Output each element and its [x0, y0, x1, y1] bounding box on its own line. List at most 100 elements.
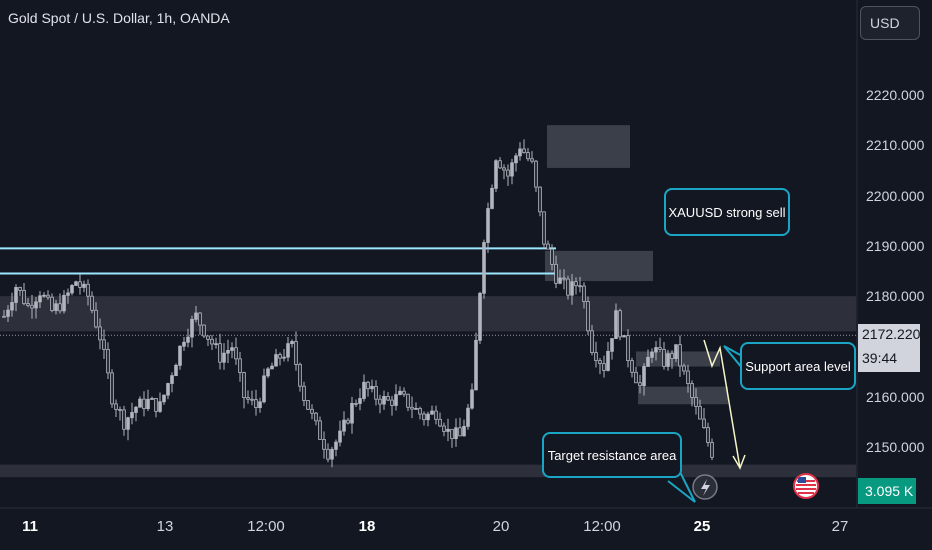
- candle-body: [110, 372, 114, 405]
- candle-body: [14, 287, 18, 303]
- candle-body: [458, 427, 462, 437]
- candle-body: [514, 155, 518, 164]
- candle-body: [386, 395, 390, 401]
- support-callout: Support area level: [740, 342, 856, 390]
- currency-selector[interactable]: USD: [860, 6, 920, 40]
- sell-callout: XAUUSD strong sell: [664, 188, 790, 236]
- candle-body: [398, 390, 402, 395]
- candle-body: [122, 409, 126, 430]
- candle-body: [302, 385, 306, 401]
- price-tick-label: 2210.000: [866, 137, 925, 153]
- candle-body: [662, 349, 666, 367]
- zone-rect: [0, 464, 856, 478]
- candle-body: [118, 408, 122, 411]
- candle-body: [258, 401, 262, 409]
- candle-body: [338, 430, 342, 443]
- candle-body: [102, 339, 106, 350]
- price-tick-label: 2220.000: [866, 87, 925, 103]
- candle-body: [106, 349, 110, 374]
- candle-body: [518, 148, 522, 157]
- candle-body: [74, 281, 78, 286]
- candle-body: [194, 312, 198, 320]
- candle-body: [30, 304, 34, 309]
- zone-rect: [547, 125, 630, 168]
- candle-body: [454, 427, 458, 440]
- candle-body: [310, 408, 314, 414]
- candle-body: [158, 401, 162, 412]
- candle-body: [222, 352, 226, 363]
- candle-body: [358, 398, 362, 404]
- candle-body: [282, 356, 286, 359]
- candle-body: [394, 394, 398, 406]
- candle-body: [374, 385, 378, 400]
- candle-body: [418, 407, 422, 415]
- candle-body: [702, 418, 706, 428]
- candle-body: [466, 407, 470, 427]
- candle-body: [694, 397, 698, 407]
- candle-body: [138, 398, 142, 408]
- candle-body: [590, 330, 594, 354]
- candle-body: [350, 402, 354, 424]
- candle-body: [34, 301, 38, 309]
- candle-body: [230, 347, 234, 351]
- zone-rect: [545, 250, 653, 282]
- candle-body: [670, 353, 674, 359]
- candle-body: [134, 406, 138, 413]
- candle-body: [2, 315, 6, 318]
- candle-body: [438, 418, 442, 427]
- current-price-tag: 2172.220: [858, 324, 920, 344]
- candle-body: [462, 426, 466, 437]
- volume-badge: 3.095 K: [858, 478, 916, 504]
- candle-body: [646, 356, 650, 367]
- candle-body: [86, 283, 90, 297]
- candle-body: [18, 287, 22, 291]
- candle-body: [62, 294, 66, 312]
- candle-body: [22, 290, 26, 304]
- projection-arrow: [703, 339, 746, 470]
- candle-body: [442, 425, 446, 432]
- candle-body: [642, 366, 646, 387]
- target-pointer: [667, 471, 696, 503]
- candle-body: [154, 398, 158, 412]
- price-tick-label: 2200.000: [866, 188, 925, 204]
- candle-body: [534, 160, 538, 188]
- candle-body: [710, 442, 714, 458]
- candle-body: [618, 310, 622, 338]
- candle-body: [270, 365, 274, 370]
- candle-body: [586, 301, 590, 332]
- horizontal-lines: [0, 247, 556, 275]
- candle-body: [426, 413, 430, 421]
- candle-body: [594, 352, 598, 362]
- candle-body: [190, 318, 194, 338]
- candle-body: [698, 405, 702, 420]
- candle-body: [506, 169, 510, 177]
- candle-body: [46, 294, 50, 298]
- candle-body: [474, 339, 478, 391]
- candle-body: [562, 277, 566, 280]
- candle-body: [470, 389, 474, 409]
- candle-body: [390, 399, 394, 406]
- candle-body: [690, 383, 694, 398]
- candle-body: [330, 448, 334, 460]
- candle-body: [630, 360, 634, 373]
- candle-body: [542, 211, 546, 245]
- candle-body: [610, 338, 614, 352]
- candle-body: [254, 399, 258, 409]
- time-tick-label: 12:00: [583, 518, 621, 535]
- candle-body: [38, 295, 42, 303]
- candle-body: [706, 427, 710, 443]
- zone-rect: [0, 296, 856, 332]
- candle-body: [246, 397, 250, 400]
- candle-body: [214, 343, 218, 346]
- candle-body: [510, 162, 514, 177]
- candle-body: [478, 292, 482, 341]
- candle-body: [430, 410, 434, 415]
- candle-body: [614, 310, 618, 339]
- candle-body: [50, 296, 54, 311]
- candle-body: [126, 417, 130, 430]
- candle-body: [298, 364, 302, 387]
- price-tick-label: 2160.000: [866, 389, 925, 405]
- zone-rect: [636, 351, 720, 367]
- candle-body: [326, 448, 330, 460]
